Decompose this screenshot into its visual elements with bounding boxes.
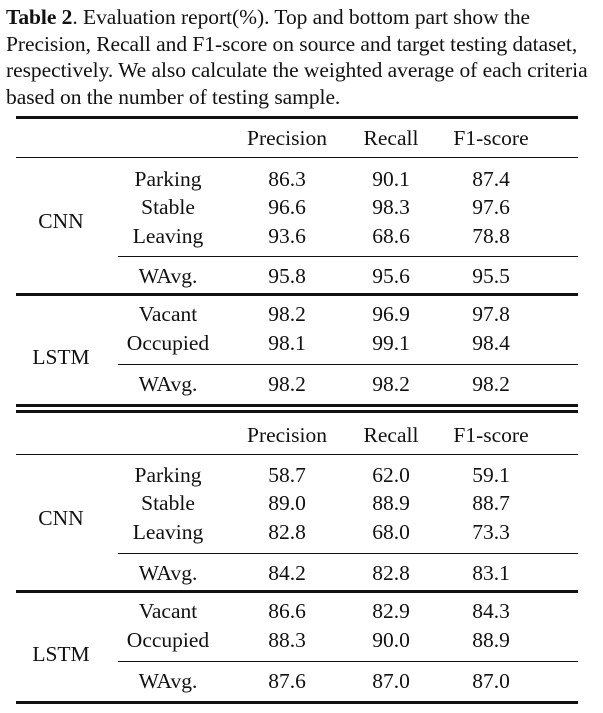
table-cell: 86.3 <box>268 167 306 191</box>
row-label: Leaving <box>132 224 204 248</box>
row-label: Occupied <box>126 628 210 652</box>
table-cell: 93.6 <box>268 224 306 248</box>
table-cell: 98.3 <box>372 195 410 219</box>
rule-top <box>16 116 578 119</box>
wavg-label: WAvg. <box>138 372 198 396</box>
table-cell: 84.2 <box>268 561 306 585</box>
model-label-cnn: CNN <box>38 506 84 530</box>
table-cell: 88.9 <box>372 491 410 515</box>
header-recall: Recall <box>363 423 419 447</box>
row-label: Parking <box>134 167 202 191</box>
rule-cnn-wavg-2 <box>118 553 578 554</box>
table-cell: 95.8 <box>268 264 306 288</box>
rule-header-2 <box>16 454 578 455</box>
table-cell: 78.8 <box>472 224 510 248</box>
header-precision: Precision <box>246 423 328 447</box>
model-label-lstm: LSTM <box>32 345 90 369</box>
table-cell: 95.5 <box>472 264 510 288</box>
row-label: Occupied <box>126 331 210 355</box>
table-cell: 89.0 <box>268 491 306 515</box>
row-label: Parking <box>134 463 202 487</box>
table-cell: 87.4 <box>472 167 510 191</box>
model-label-lstm: LSTM <box>32 642 90 666</box>
table-cell: 96.9 <box>372 302 410 326</box>
rule-bottom <box>16 701 578 704</box>
row-label: Stable <box>141 491 195 515</box>
table-cell: 98.2 <box>372 372 410 396</box>
wavg-label: WAvg. <box>138 264 198 288</box>
table-caption: Table 2. Evaluation report(%). Top and b… <box>6 4 596 110</box>
table-cell: 68.0 <box>372 520 410 544</box>
table-cell: 97.8 <box>472 302 510 326</box>
table-cell: 82.9 <box>372 599 410 623</box>
table-cell: 59.1 <box>472 463 510 487</box>
rule-header <box>16 157 578 158</box>
rule-double-bottom <box>16 410 578 413</box>
wavg-label: WAvg. <box>138 669 198 693</box>
table-cell: 98.2 <box>268 372 306 396</box>
header-precision: Precision <box>246 126 328 150</box>
rule-lstm-wavg <box>118 364 578 365</box>
table-cell: 87.0 <box>372 669 410 693</box>
table-cell: 86.6 <box>268 599 306 623</box>
table-cell: 88.7 <box>472 491 510 515</box>
table-cell: 82.8 <box>372 561 410 585</box>
table-cell: 88.3 <box>268 628 306 652</box>
table-cell: 62.0 <box>372 463 410 487</box>
wavg-label: WAvg. <box>138 561 198 585</box>
rule-cnn-lstm <box>16 293 578 296</box>
header-f1-score: F1-score <box>453 423 529 447</box>
caption-text: . Evaluation report(%). Top and bottom p… <box>6 5 588 109</box>
rule-lstm-wavg-2 <box>118 661 578 662</box>
table-cell: 58.7 <box>268 463 306 487</box>
table-cell: 98.1 <box>268 331 306 355</box>
table-label: Table 2 <box>6 5 73 29</box>
table-cell: 83.1 <box>472 561 510 585</box>
table-cell: 98.2 <box>472 372 510 396</box>
table-cell: 88.9 <box>472 628 510 652</box>
table-cell: 73.3 <box>472 520 510 544</box>
table-cell: 90.0 <box>372 628 410 652</box>
table-cell: 95.6 <box>372 264 410 288</box>
table-cell: 87.6 <box>268 669 306 693</box>
table-cell: 84.3 <box>472 599 510 623</box>
table-cell: 87.0 <box>472 669 510 693</box>
table-cell: 99.1 <box>372 331 410 355</box>
rule-double-top <box>16 404 578 407</box>
row-label: Vacant <box>138 302 198 326</box>
row-label: Vacant <box>138 599 198 623</box>
table-cell: 96.6 <box>268 195 306 219</box>
table-cell: 68.6 <box>372 224 410 248</box>
table-cell: 82.8 <box>268 520 306 544</box>
model-label-cnn: CNN <box>38 209 84 233</box>
header-f1-score: F1-score <box>453 126 529 150</box>
table-cell: 98.4 <box>472 331 510 355</box>
rule-cnn-lstm-2 <box>16 590 578 593</box>
rule-cnn-wavg <box>118 256 578 257</box>
header-recall: Recall <box>363 126 419 150</box>
table-cell: 90.1 <box>372 167 410 191</box>
row-label: Stable <box>141 195 195 219</box>
table-cell: 98.2 <box>268 302 306 326</box>
row-label: Leaving <box>132 520 204 544</box>
table-cell: 97.6 <box>472 195 510 219</box>
